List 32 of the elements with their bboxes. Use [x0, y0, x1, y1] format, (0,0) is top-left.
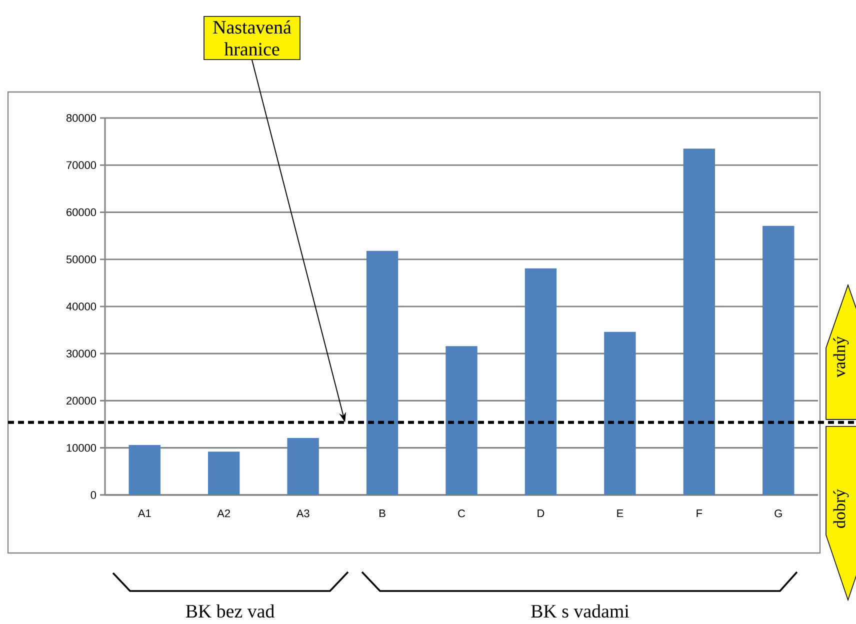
y-tick-label: 80000 [66, 114, 96, 122]
y-tick-label: 20000 [66, 396, 96, 405]
y-tick-label: 0 [90, 491, 96, 499]
x-tick-label: A3 [296, 510, 310, 518]
bar [128, 445, 160, 495]
y-tick-label: 60000 [66, 208, 96, 216]
x-tick-label: G [774, 510, 782, 518]
bar [208, 452, 240, 495]
y-tick-label: 30000 [66, 350, 96, 358]
text: BK bez vad [186, 604, 274, 618]
y-tick-label: 40000 [66, 302, 96, 310]
y-tick-label: 50000 [66, 255, 96, 264]
text: BK s vadami [531, 604, 630, 618]
y-tick-label: 10000 [66, 444, 96, 452]
ref-line-label: Nastavená hranice [213, 20, 292, 56]
bar [287, 438, 319, 495]
x-tick-label: A2 [217, 510, 230, 518]
bar [366, 250, 398, 495]
bar [446, 346, 478, 495]
x-tick-label: B [380, 510, 386, 518]
bar [524, 268, 557, 495]
bar [604, 332, 636, 495]
text: vadný [833, 336, 849, 378]
x-tick-label: F [696, 510, 702, 518]
text: dobrý [833, 489, 849, 528]
x-tick-label: D [538, 510, 544, 518]
x-tick-label: A1 [138, 510, 151, 518]
bar [683, 148, 716, 495]
bar [762, 226, 794, 495]
x-tick-label: E [617, 510, 624, 518]
y-tick-label: 70000 [66, 161, 96, 169]
x-tick-label: C [458, 510, 466, 518]
